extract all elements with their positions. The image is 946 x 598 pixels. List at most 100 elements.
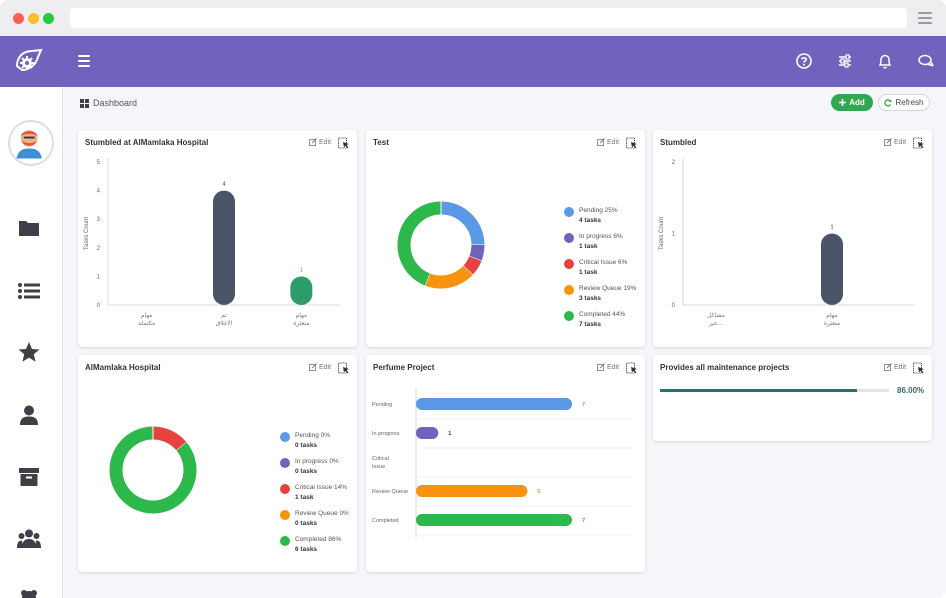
edit-icon: [309, 363, 317, 371]
edit-label: Edit: [894, 138, 907, 146]
legend-count: 1 task: [295, 494, 314, 501]
progress-fill: [660, 389, 857, 392]
legend-item[interactable]: Completed 44% 7 tasks: [564, 310, 636, 330]
help-icon[interactable]: [795, 52, 813, 70]
edit-icon: [597, 363, 605, 371]
y-tick-label: Issue: [372, 464, 385, 470]
export-icon[interactable]: [338, 361, 350, 374]
avatar[interactable]: [8, 120, 54, 166]
legend-swatch: [564, 233, 574, 243]
legend-label: Completed 86%: [295, 536, 342, 543]
sliders-icon[interactable]: [836, 52, 854, 70]
legend-item[interactable]: Completed 86% 6 tasks: [280, 535, 349, 555]
edit-button[interactable]: Edit: [597, 363, 619, 371]
y-tick-label: 4: [97, 189, 101, 195]
card-almamlaka-hospital: AlMamlaka Hospital Edit Pending 0% 0 task…: [78, 355, 357, 572]
pie-slice: [424, 265, 473, 289]
slice-separator: [424, 273, 431, 286]
legend-item[interactable]: In progress 6% 1 task: [564, 232, 636, 252]
legend-swatch: [280, 536, 290, 546]
menu-toggle-icon[interactable]: [78, 55, 90, 67]
legend-count: 6 tasks: [295, 546, 318, 553]
legend-item[interactable]: Review Queue 19% 3 tasks: [564, 284, 636, 304]
y-tick-label: 1: [672, 232, 676, 238]
breadcrumb-label[interactable]: Dashboard: [93, 98, 138, 108]
card-title: Stumbled at AlMamlaka Hospital: [85, 138, 209, 147]
add-button[interactable]: Add: [831, 94, 873, 111]
y-tick-label: 5: [97, 160, 101, 166]
legend-item[interactable]: Pending 0% 0 tasks: [280, 431, 349, 451]
star-icon[interactable]: [17, 341, 41, 363]
plus-icon: [839, 99, 847, 106]
legend-count: 4 tasks: [579, 217, 602, 224]
dashboard-grid-icon: [80, 98, 89, 108]
edit-button[interactable]: Edit: [309, 138, 331, 146]
y-axis-label: Tasks Count: [84, 217, 90, 250]
card-title: Stumbled: [660, 138, 697, 147]
card-perfume-project: Pending 7 In progress 1 Critical Issue Review …: [366, 355, 645, 572]
top-navigation-bar: [0, 36, 946, 87]
edit-button[interactable]: Edit: [884, 363, 906, 371]
edit-icon: [597, 138, 605, 146]
folder-icon[interactable]: [17, 217, 41, 239]
chat-icon[interactable]: [917, 52, 935, 70]
settings-icon[interactable]: [17, 587, 41, 598]
legend-label: Critical Issue 6%: [579, 259, 628, 266]
data-label: 5: [537, 489, 540, 495]
address-bar[interactable]: [70, 8, 907, 28]
refresh-button[interactable]: Refresh: [878, 94, 930, 111]
y-tick-label: 1: [97, 274, 101, 280]
team-icon[interactable]: [17, 528, 41, 550]
bar: [213, 190, 235, 305]
edit-button[interactable]: Edit: [884, 138, 906, 146]
legend-item[interactable]: Review Queue 0% 0 tasks: [280, 509, 349, 529]
legend-swatch: [564, 259, 574, 269]
card-stumbled: 0 1 2 Tasks Count مشاكل غير... مهام متعثرة 1 Stu…: [653, 130, 932, 347]
bell-icon[interactable]: [876, 52, 894, 70]
donut-chart: [397, 201, 485, 289]
edit-button[interactable]: Edit: [309, 363, 331, 371]
export-icon[interactable]: [626, 136, 638, 149]
export-icon[interactable]: [913, 136, 925, 149]
legend-item[interactable]: In progress 0% 0 tasks: [280, 457, 349, 477]
bar: [290, 276, 313, 305]
user-icon[interactable]: [17, 404, 41, 426]
pie-slice: [440, 201, 485, 246]
minimize-dot[interactable]: [28, 13, 39, 24]
legend-label: Pending 25%: [579, 207, 618, 214]
gear-logo-icon[interactable]: [14, 47, 44, 75]
pie-slice: [469, 244, 485, 262]
maximize-dot[interactable]: [43, 13, 54, 24]
export-icon[interactable]: [626, 361, 638, 374]
bar: [416, 398, 572, 410]
edit-button[interactable]: Edit: [597, 138, 619, 146]
browser-menu-icon[interactable]: [918, 12, 932, 24]
close-dot[interactable]: [13, 13, 24, 24]
bar: [821, 233, 843, 305]
card-title: Provides all maintenance projects: [660, 363, 790, 372]
export-icon[interactable]: [913, 361, 925, 374]
data-label: 7: [582, 518, 585, 524]
x-tick-label: متعثرة: [293, 320, 309, 327]
legend-label: Critical Issue 14%: [295, 484, 348, 491]
bar: [416, 427, 439, 439]
x-tick-label: مكتملة: [138, 320, 155, 327]
legend-label: Review Queue 0%: [295, 510, 349, 517]
breadcrumb: Dashboard: [80, 97, 137, 109]
legend-count: 3 tasks: [579, 295, 602, 302]
legend-item[interactable]: Critical Issue 14% 1 task: [280, 483, 349, 503]
y-tick-label: 0: [672, 303, 676, 309]
pie-slice: [109, 426, 197, 514]
x-tick-label: تم: [221, 312, 227, 319]
legend-item[interactable]: Pending 25% 4 tasks: [564, 206, 636, 226]
archive-icon[interactable]: [17, 466, 41, 488]
data-label: 4: [222, 182, 225, 188]
legend-count: 7 tasks: [579, 321, 602, 328]
sidebar: [0, 87, 63, 598]
export-icon[interactable]: [338, 136, 350, 149]
list-icon[interactable]: [17, 280, 41, 302]
y-tick-label: Completed: [372, 518, 399, 524]
legend-swatch: [280, 432, 290, 442]
legend-item[interactable]: Critical Issue 6% 1 task: [564, 258, 636, 278]
